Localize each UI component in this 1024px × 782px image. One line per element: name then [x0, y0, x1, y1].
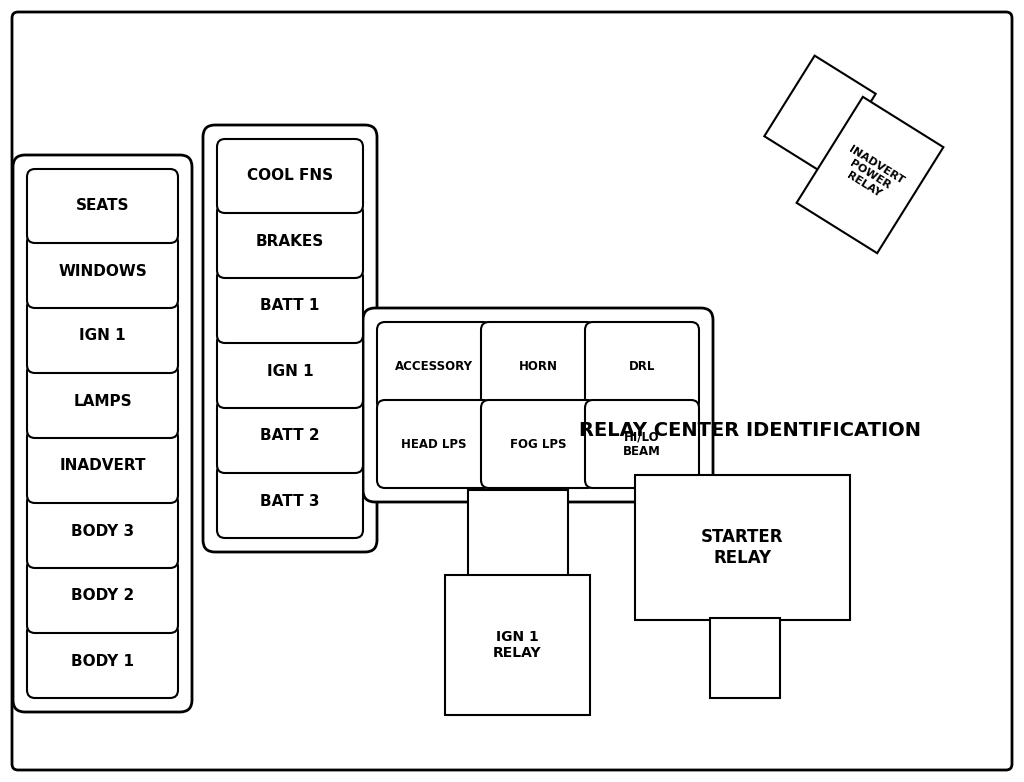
FancyBboxPatch shape — [481, 322, 595, 410]
Bar — [468, 490, 568, 600]
FancyBboxPatch shape — [27, 234, 178, 308]
Text: BODY 2: BODY 2 — [71, 589, 134, 604]
Bar — [635, 475, 850, 620]
FancyBboxPatch shape — [12, 12, 1012, 770]
FancyBboxPatch shape — [27, 429, 178, 503]
Text: INADVERT
POWER
RELAY: INADVERT POWER RELAY — [835, 144, 905, 206]
Text: DRL: DRL — [629, 360, 655, 372]
Text: RELAY CENTER IDENTIFICATION: RELAY CENTER IDENTIFICATION — [579, 421, 921, 439]
Text: WINDOWS: WINDOWS — [58, 264, 146, 278]
Polygon shape — [764, 56, 876, 174]
Text: COOL FNS: COOL FNS — [247, 168, 333, 184]
FancyBboxPatch shape — [377, 400, 490, 488]
Bar — [445, 575, 590, 715]
FancyBboxPatch shape — [27, 559, 178, 633]
Text: FOG LPS: FOG LPS — [510, 437, 566, 450]
Text: BATT 1: BATT 1 — [260, 299, 319, 314]
Text: LAMPS: LAMPS — [73, 393, 132, 408]
FancyBboxPatch shape — [217, 269, 362, 343]
FancyBboxPatch shape — [481, 400, 595, 488]
Text: STARTER
RELAY: STARTER RELAY — [701, 528, 783, 567]
Text: BODY 3: BODY 3 — [71, 523, 134, 539]
Text: IGN 1: IGN 1 — [79, 328, 126, 343]
FancyBboxPatch shape — [27, 169, 178, 243]
FancyBboxPatch shape — [203, 125, 377, 552]
Text: HI/LO
BEAM: HI/LO BEAM — [623, 430, 660, 458]
Text: BRAKES: BRAKES — [256, 234, 325, 249]
FancyBboxPatch shape — [217, 204, 362, 278]
Text: BATT 2: BATT 2 — [260, 429, 319, 443]
Text: BATT 3: BATT 3 — [260, 493, 319, 508]
FancyBboxPatch shape — [217, 399, 362, 473]
FancyBboxPatch shape — [217, 464, 362, 538]
FancyBboxPatch shape — [13, 155, 193, 712]
FancyBboxPatch shape — [27, 299, 178, 373]
FancyBboxPatch shape — [377, 322, 490, 410]
Text: SEATS: SEATS — [76, 199, 129, 213]
Text: IGN 1: IGN 1 — [266, 364, 313, 378]
Bar — [710, 618, 780, 698]
Text: IGN 1
RELAY: IGN 1 RELAY — [494, 630, 542, 660]
FancyBboxPatch shape — [27, 624, 178, 698]
FancyBboxPatch shape — [585, 322, 699, 410]
Text: INADVERT: INADVERT — [59, 458, 145, 473]
FancyBboxPatch shape — [27, 364, 178, 438]
FancyBboxPatch shape — [217, 334, 362, 408]
Polygon shape — [797, 97, 943, 253]
FancyBboxPatch shape — [585, 400, 699, 488]
Text: HORN: HORN — [518, 360, 557, 372]
Text: BODY 1: BODY 1 — [71, 654, 134, 669]
Text: HEAD LPS: HEAD LPS — [401, 437, 467, 450]
FancyBboxPatch shape — [217, 139, 362, 213]
FancyBboxPatch shape — [27, 494, 178, 568]
Text: ACCESSORY: ACCESSORY — [395, 360, 473, 372]
FancyBboxPatch shape — [362, 308, 713, 502]
